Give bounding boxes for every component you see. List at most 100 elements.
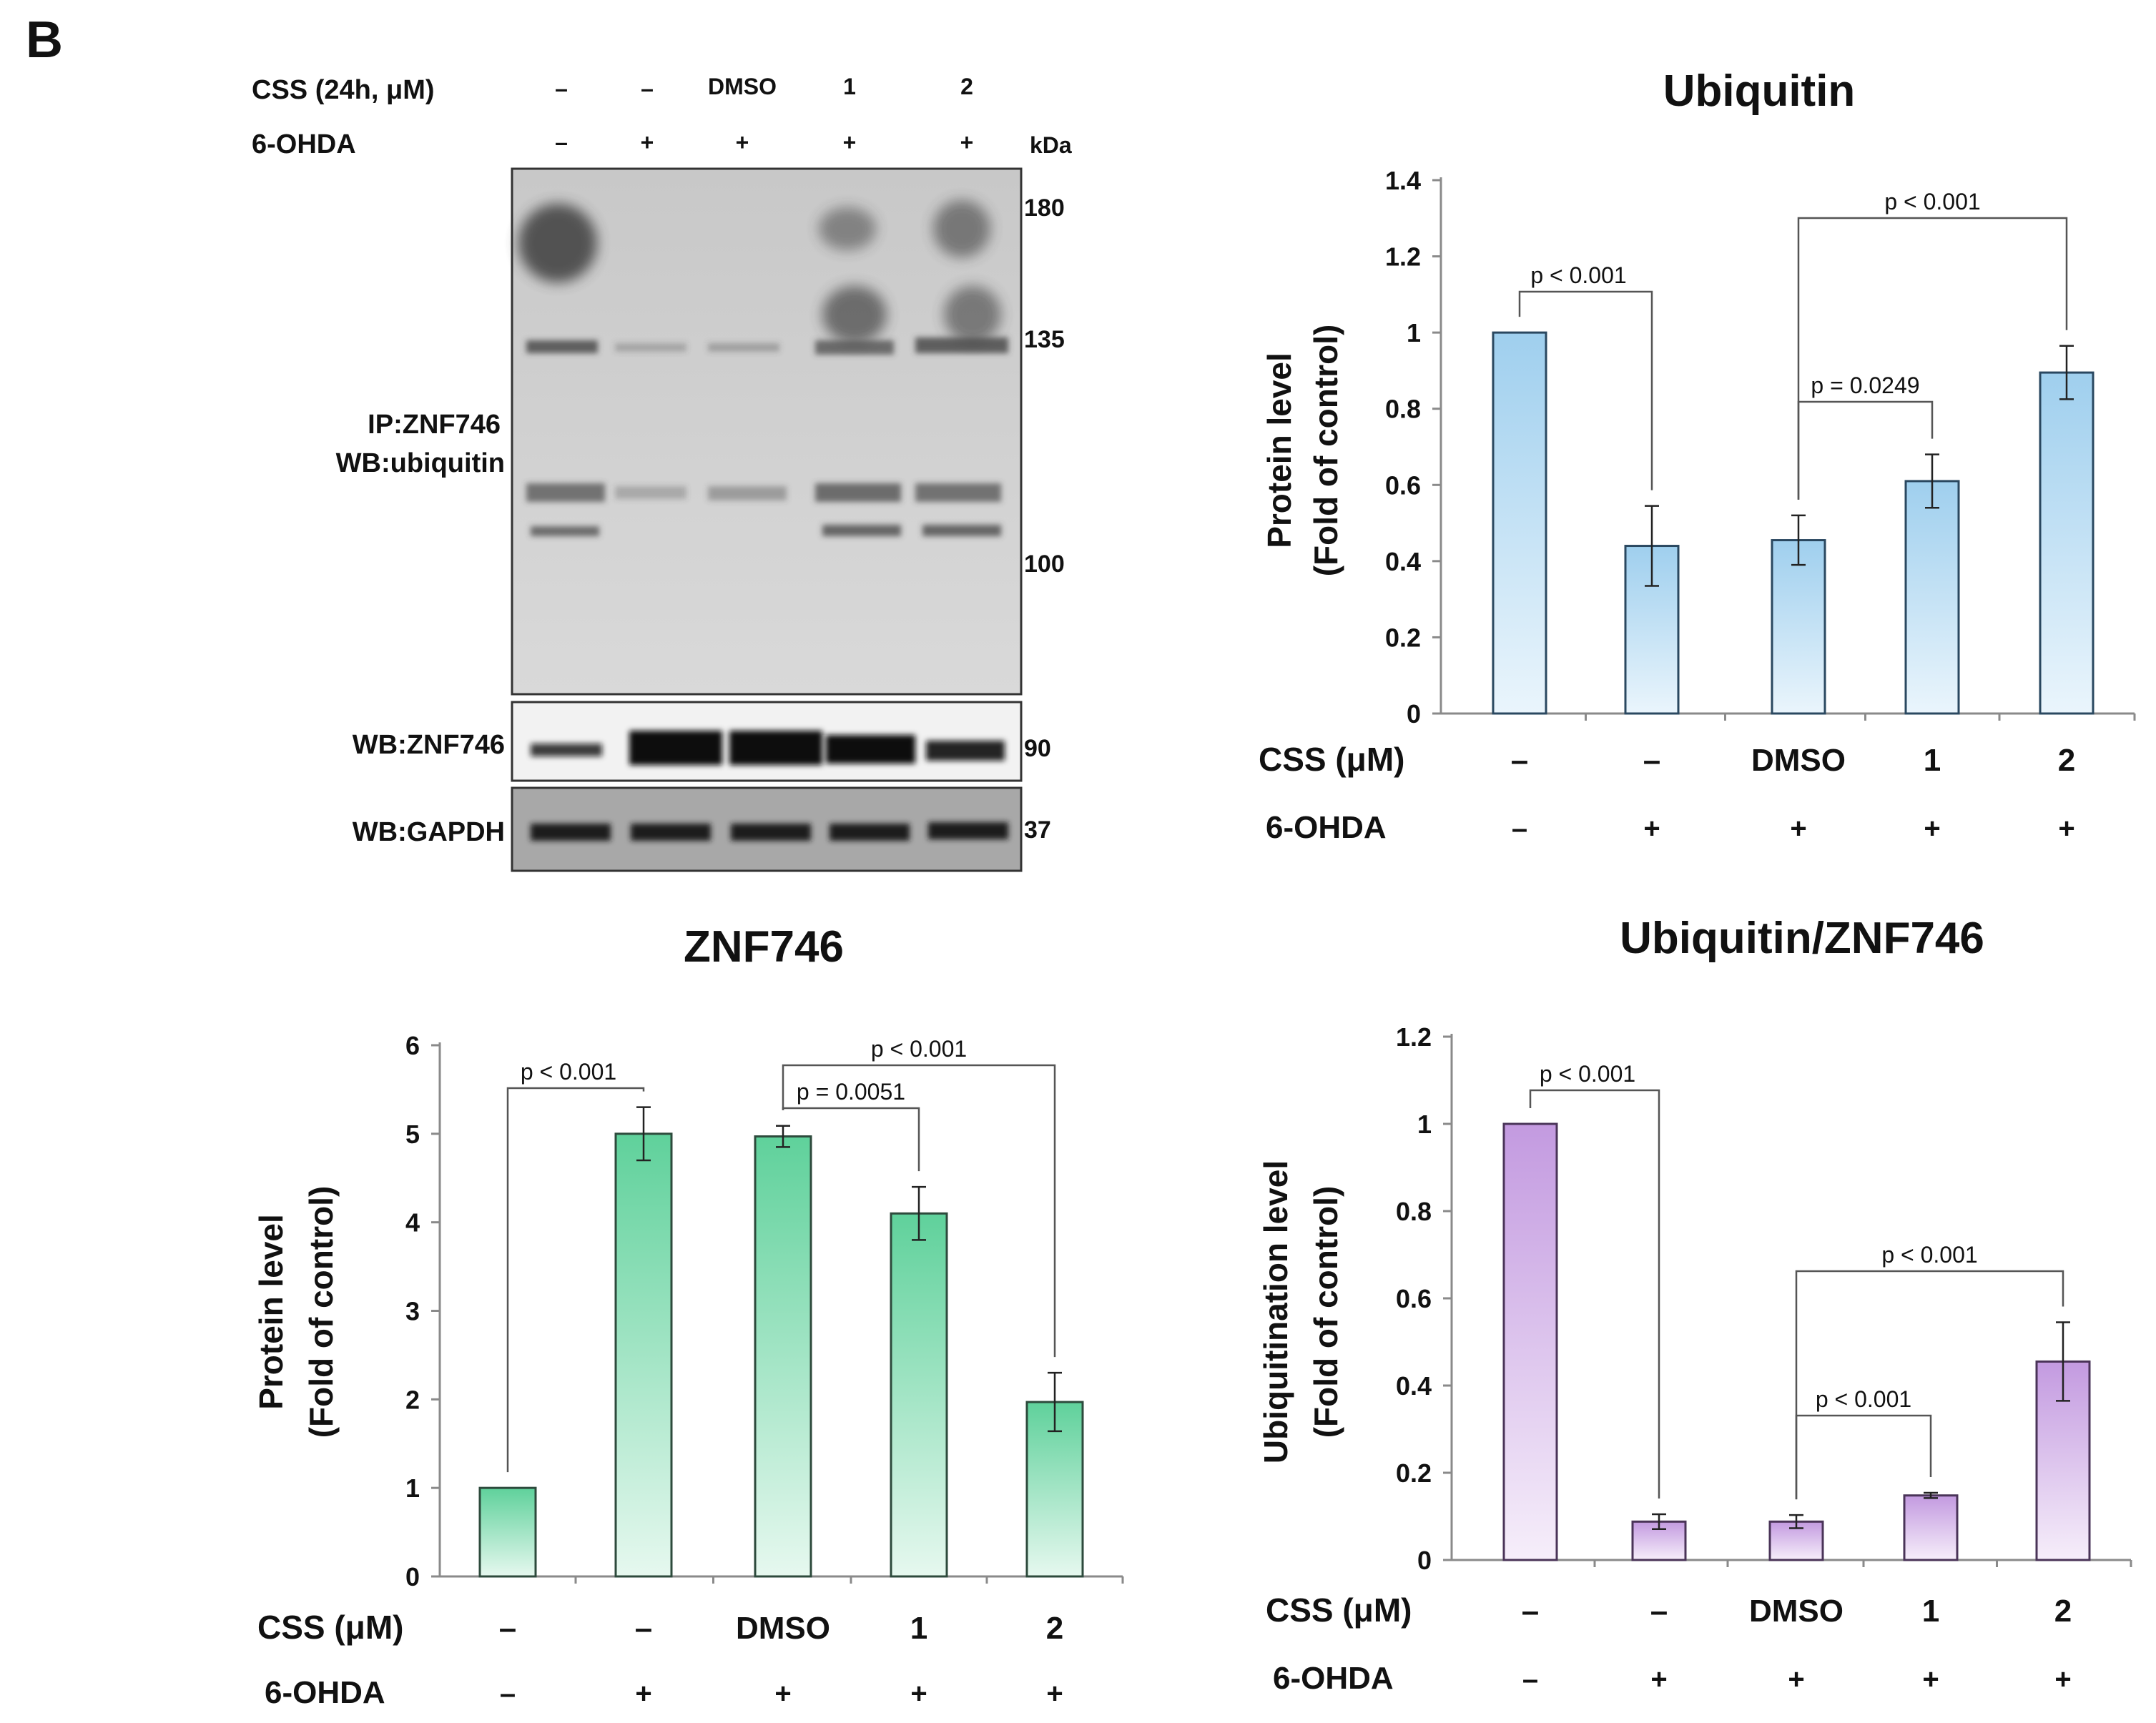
blot-marker-37: 37 bbox=[1024, 816, 1051, 844]
ubiquitin-blot-image bbox=[511, 167, 1023, 696]
chart-title: Ubiquitin bbox=[1663, 66, 1856, 116]
y-tick-label: 0.4 bbox=[1396, 1371, 1432, 1401]
bar bbox=[614, 1132, 673, 1578]
significance-label: p < 0.001 bbox=[521, 1059, 616, 1085]
y-tick-label: 5 bbox=[405, 1120, 420, 1149]
css-row-value: – bbox=[635, 1611, 652, 1646]
significance-label: p = 0.0051 bbox=[797, 1079, 905, 1105]
bar bbox=[1903, 1494, 1959, 1561]
bar bbox=[2039, 371, 2095, 715]
ohda-row-value: + bbox=[1788, 1664, 1804, 1695]
y-axis-label: (Fold of control) bbox=[1307, 325, 1344, 577]
znf746-blot-image bbox=[511, 701, 1023, 782]
css-row-label: CSS (μM) bbox=[1259, 741, 1404, 778]
y-tick-label: 0 bbox=[405, 1562, 420, 1591]
css-row-value: 2 bbox=[2058, 743, 2075, 778]
css-row-value: – bbox=[1650, 1594, 1668, 1629]
bar bbox=[754, 1135, 812, 1578]
chart-title: Ubiquitin/ZNF746 bbox=[1620, 914, 1984, 963]
significance-bracket bbox=[782, 1064, 1056, 1358]
ohda-row-value: + bbox=[2054, 1664, 2071, 1695]
y-axis-label: Protein level bbox=[252, 1214, 290, 1410]
blot-css-value: 2 bbox=[960, 74, 973, 99]
css-row-value: DMSO bbox=[1751, 743, 1846, 778]
blot-ohda-value: + bbox=[641, 129, 654, 155]
blot-main-label-line2: WB:ubiquitin bbox=[336, 448, 505, 478]
css-row-value: – bbox=[1522, 1594, 1539, 1629]
significance-label: p < 0.001 bbox=[1816, 1386, 1911, 1412]
css-row-value: 1 bbox=[1924, 743, 1941, 778]
blot-marker-100: 100 bbox=[1024, 551, 1065, 578]
y-axis-label: (Fold of control) bbox=[1307, 1186, 1344, 1438]
bar bbox=[890, 1212, 948, 1578]
blot-ohda-value: – bbox=[555, 129, 568, 155]
blot-css-label: CSS (24h, μM) bbox=[252, 75, 435, 105]
y-tick-label: 0 bbox=[1417, 1546, 1432, 1575]
y-tick-label: 0.2 bbox=[1396, 1458, 1432, 1488]
significance-label: p < 0.001 bbox=[1884, 189, 1980, 214]
blot-css-value: DMSO bbox=[708, 74, 777, 99]
chart-title: ZNF746 bbox=[684, 922, 844, 972]
bar bbox=[1771, 539, 1826, 715]
significance-bracket bbox=[1795, 1270, 2064, 1500]
css-row-value: 1 bbox=[910, 1611, 927, 1646]
significance-label: p = 0.0249 bbox=[1811, 372, 1919, 398]
css-row-value: – bbox=[499, 1611, 516, 1646]
css-row-value: – bbox=[1643, 743, 1660, 778]
ohda-row-value: + bbox=[635, 1678, 651, 1709]
y-tick-label: 1 bbox=[1417, 1110, 1432, 1139]
significance-label: p < 0.001 bbox=[1881, 1242, 1977, 1268]
bar bbox=[1502, 1122, 1558, 1561]
y-axis-label: Ubiquitination level bbox=[1257, 1160, 1294, 1463]
y-tick-label: 1.4 bbox=[1385, 166, 1421, 195]
ohda-row-value: – bbox=[1512, 813, 1527, 844]
blot-ohda-label: 6-OHDA bbox=[252, 129, 356, 159]
significance-label: p < 0.001 bbox=[1530, 262, 1626, 288]
ohda-row-value: + bbox=[1922, 1664, 1939, 1695]
gapdh-blot-image bbox=[511, 786, 1023, 872]
y-tick-label: 0.6 bbox=[1396, 1284, 1432, 1313]
ohda-row-value: – bbox=[1522, 1664, 1538, 1695]
blot-znf-label: WB:ZNF746 bbox=[353, 730, 505, 760]
blot-gapdh-label: WB:GAPDH bbox=[353, 817, 505, 847]
ubiquitin-bar-chart: Ubiquitin Protein level (Fold of control) 0… bbox=[1259, 66, 2136, 845]
ohda-row-value: + bbox=[2058, 813, 2074, 844]
y-tick-label: 1.2 bbox=[1396, 1022, 1432, 1052]
css-row-value: DMSO bbox=[1749, 1594, 1844, 1629]
significance-label: p < 0.001 bbox=[1540, 1061, 1635, 1087]
bar bbox=[1492, 331, 1547, 715]
ohda-row-value: – bbox=[500, 1678, 516, 1709]
y-tick-label: 0.6 bbox=[1385, 470, 1421, 500]
blot-marker-135: 135 bbox=[1024, 326, 1065, 353]
significance-bracket bbox=[1797, 217, 2068, 500]
significance-bracket bbox=[1518, 290, 1653, 490]
y-tick-label: 1.2 bbox=[1385, 242, 1421, 272]
panel-label: B bbox=[26, 11, 63, 69]
significance-bracket bbox=[1529, 1089, 1660, 1499]
significance-bracket bbox=[506, 1087, 645, 1473]
western-blot: CSS (24h, μM) 6-OHDA – – DMSO 1 2 – + + … bbox=[252, 74, 1072, 872]
y-tick-label: 1 bbox=[405, 1473, 420, 1503]
y-tick-label: 0.4 bbox=[1385, 547, 1421, 576]
css-row-value: 1 bbox=[1922, 1594, 1939, 1629]
y-tick-label: 0 bbox=[1407, 699, 1421, 729]
css-row-value: DMSO bbox=[736, 1611, 830, 1646]
y-tick-label: 3 bbox=[405, 1297, 420, 1326]
ohda-row-value: + bbox=[1790, 813, 1806, 844]
css-row-label: CSS (μM) bbox=[1266, 1591, 1412, 1629]
ohda-row-value: + bbox=[1643, 813, 1660, 844]
y-tick-label: 4 bbox=[405, 1208, 420, 1238]
y-axis-label: Protein level bbox=[1261, 352, 1298, 548]
css-row-value: 2 bbox=[1046, 1611, 1063, 1646]
y-axis-label: (Fold of control) bbox=[302, 1186, 340, 1438]
ohda-row-value: + bbox=[774, 1678, 791, 1709]
blot-marker-180: 180 bbox=[1024, 194, 1065, 222]
css-row-value: – bbox=[1511, 743, 1528, 778]
blot-css-value: 1 bbox=[843, 74, 856, 99]
blot-main-label-line1: IP:ZNF746 bbox=[368, 410, 501, 440]
y-tick-label: 2 bbox=[405, 1385, 420, 1414]
blot-css-value: – bbox=[555, 76, 568, 102]
y-tick-label: 0.8 bbox=[1396, 1197, 1432, 1226]
ohda-row-value: + bbox=[1924, 813, 1940, 844]
